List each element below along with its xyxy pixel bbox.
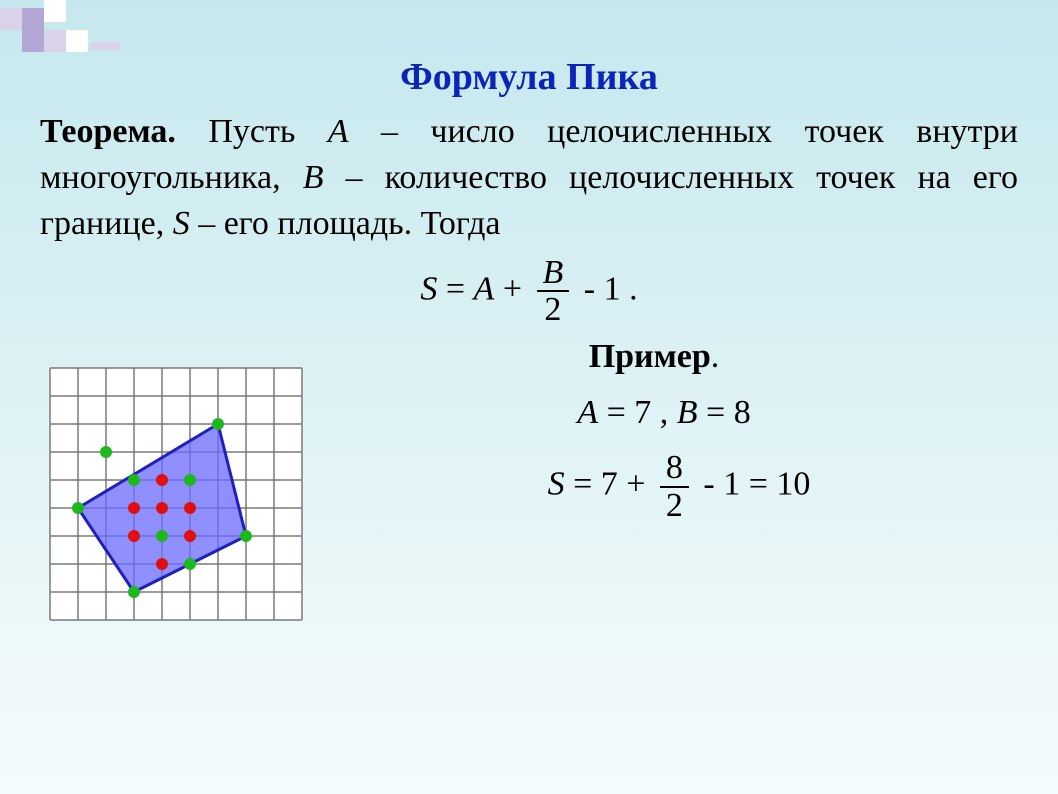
ex-s-eq: = 7 + bbox=[565, 466, 654, 503]
example-label: Пример. bbox=[250, 338, 1058, 376]
formula-period: . bbox=[621, 270, 638, 307]
ex-fraction: 82 bbox=[660, 450, 689, 523]
ex-a-eq: = 7 , bbox=[598, 394, 677, 431]
formula-s: S bbox=[420, 270, 437, 307]
theorem-text-4: – его площадь. Тогда bbox=[190, 205, 501, 242]
formula-minus: - bbox=[575, 270, 603, 307]
formula-eq: = bbox=[437, 270, 473, 307]
ex-frac-num: 8 bbox=[660, 450, 689, 488]
ex-b-var: B bbox=[677, 394, 698, 431]
ex-b-eq: = 8 bbox=[698, 394, 751, 431]
formula-one: 1 bbox=[604, 270, 621, 307]
example-values-line: A = 7 , B = 8 bbox=[270, 394, 1058, 432]
ex-s-var: S bbox=[548, 466, 565, 503]
ex-a-var: A bbox=[577, 394, 598, 431]
theorem-text-1: Пусть bbox=[176, 113, 328, 150]
theorem-var-b: В bbox=[303, 159, 324, 196]
theorem-label: Теорема. bbox=[40, 113, 176, 150]
diagram-holder bbox=[0, 338, 310, 622]
formula-frac-den: 2 bbox=[537, 292, 570, 328]
example-calc-line: S = 7 + 82 - 1 = 10 bbox=[300, 450, 1058, 523]
theorem-var-a: А bbox=[328, 113, 349, 150]
formula-a: A bbox=[474, 270, 495, 307]
lattice-polygon-diagram bbox=[48, 366, 304, 622]
formula-fraction: B2 bbox=[537, 255, 570, 328]
example-section: Пример. A = 7 , B = 8 S = 7 + 82 - 1 = 1… bbox=[0, 338, 1058, 622]
ex-minus: - 1 = 10 bbox=[695, 466, 811, 503]
theorem-paragraph: Теорема. Пусть А – число целочисленных т… bbox=[0, 99, 1058, 247]
slide-title: Формула Пика bbox=[0, 0, 1058, 99]
theorem-var-s: S bbox=[173, 205, 190, 242]
formula-frac-num: B bbox=[537, 255, 570, 293]
example-text: Пример. A = 7 , B = 8 S = 7 + 82 - 1 = 1… bbox=[310, 338, 1058, 523]
corner-decoration bbox=[0, 0, 140, 60]
main-formula: S = A + B2 - 1 . bbox=[0, 255, 1058, 328]
formula-plus: + bbox=[494, 270, 530, 307]
ex-frac-den: 2 bbox=[660, 488, 689, 524]
